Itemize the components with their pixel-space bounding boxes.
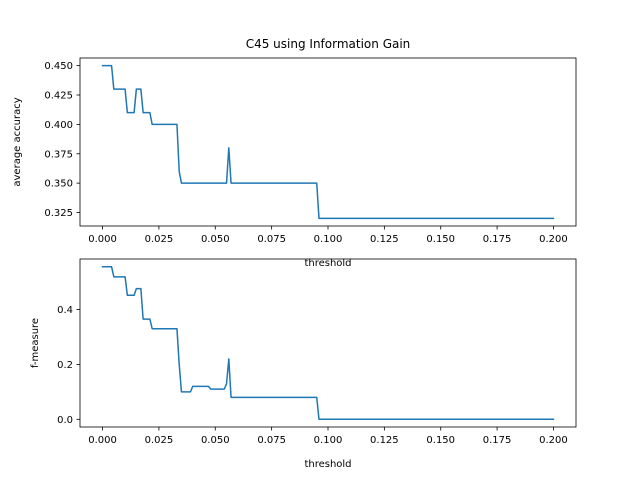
- x-tick-label: 0.125: [370, 435, 399, 446]
- x-tick-label: 0.050: [201, 234, 230, 245]
- y-tick-label: 0.2: [57, 360, 73, 371]
- y-tick-label: 0.375: [44, 149, 73, 160]
- y-axis-label: f-measure: [30, 318, 41, 368]
- x-tick-label: 0.100: [314, 234, 343, 245]
- x-tick-label: 0.075: [257, 435, 286, 446]
- y-tick-label: 0.4: [57, 305, 73, 316]
- x-tick-label: 0.125: [370, 234, 399, 245]
- plot-frame: [79, 57, 577, 227]
- x-tick-label: 0.175: [483, 234, 512, 245]
- x-axis-label: threshold: [304, 459, 351, 470]
- y-tick-label: 0.425: [44, 91, 73, 102]
- series-line-0: [101, 265, 555, 421]
- x-axis-label: threshold: [304, 258, 351, 269]
- x-tick-label: 0.075: [257, 234, 286, 245]
- x-tick-label: 0.025: [145, 234, 174, 245]
- x-tick-label: 0.000: [88, 435, 117, 446]
- series-line-0: [101, 64, 555, 220]
- x-tick-label: 0.050: [201, 435, 230, 446]
- x-tick-label: 0.000: [88, 234, 117, 245]
- y-tick-label: 0.450: [44, 61, 73, 72]
- x-tick-label: 0.025: [145, 435, 174, 446]
- y-tick-label: 0.325: [44, 208, 73, 219]
- x-tick-label: 0.150: [426, 234, 455, 245]
- y-tick-label: 0.400: [44, 120, 73, 131]
- x-tick-label: 0.150: [426, 435, 455, 446]
- plot-frame: [79, 258, 577, 428]
- x-tick-label: 0.200: [539, 234, 568, 245]
- bottom-plot-f-measure: 0.000 0.025 0.050 0.075 0.100 0.125 0.150 0.175…: [30, 258, 577, 470]
- y-axis-label: average accuracy: [12, 97, 23, 186]
- x-tick-label: 0.175: [483, 435, 512, 446]
- x-tick-label: 0.100: [314, 435, 343, 446]
- y-tick-label: 0.0: [57, 415, 73, 426]
- y-tick-label: 0.350: [44, 179, 73, 190]
- chart-title: C45 using Information Gain: [246, 37, 411, 51]
- x-tick-label: 0.200: [539, 435, 568, 446]
- top-plot-accuracy: 0.000 0.025 0.050 0.075 0.100 0.125 0.150 0.175…: [12, 57, 577, 269]
